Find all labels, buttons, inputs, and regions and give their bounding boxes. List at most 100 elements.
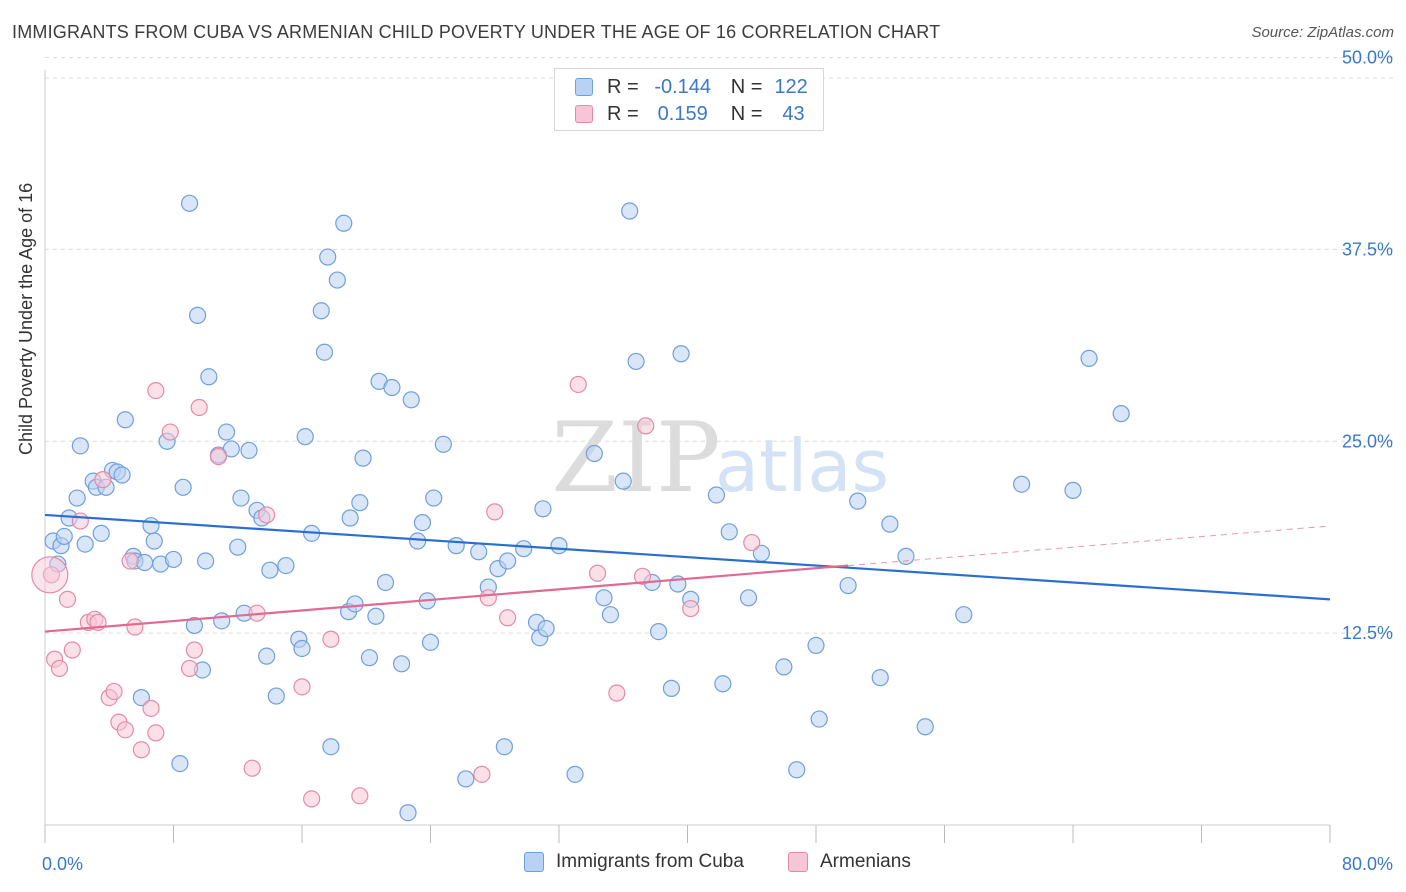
point-armenians — [126, 618, 144, 636]
point-cuba — [315, 343, 334, 361]
r-label: R = — [607, 75, 639, 98]
n-label: N = — [730, 75, 763, 98]
x-tick-label: 80.0% — [1342, 854, 1393, 874]
point-cuba — [229, 538, 247, 556]
point-cuba — [916, 718, 934, 736]
point-cuba — [267, 687, 285, 705]
point-cuba — [354, 449, 372, 467]
point-cuba — [585, 444, 603, 463]
r-value-armenians: 0.159 — [657, 102, 708, 125]
y-tick-labels: 12.5% 25.0% 37.5% 50.0% — [1342, 48, 1393, 644]
point-cuba — [92, 524, 110, 542]
point-cuba — [1012, 475, 1031, 493]
point-cuba — [707, 486, 726, 504]
point-armenians — [633, 567, 652, 585]
watermark-zip-text: ZIP — [551, 402, 720, 514]
n-value-cuba: 122 — [774, 75, 808, 98]
point-cuba — [55, 527, 73, 546]
point-cuba — [849, 492, 867, 510]
point-cuba — [232, 489, 250, 507]
legend-swatch-armenians — [575, 105, 593, 123]
point-armenians — [190, 398, 208, 417]
point-cuba — [409, 532, 427, 550]
point-cuba — [1080, 349, 1098, 367]
point-cuba — [788, 761, 806, 779]
point-cuba — [601, 606, 620, 624]
point-cuba — [871, 669, 889, 687]
point-cuba — [132, 688, 150, 707]
point-armenians — [258, 506, 276, 524]
point-armenians — [116, 721, 134, 739]
point-cuba — [240, 441, 258, 460]
point-cuba — [457, 770, 475, 788]
point-cuba — [470, 543, 488, 561]
point-cuba — [277, 556, 295, 575]
point-cuba — [174, 478, 192, 496]
point-cuba — [376, 573, 395, 592]
chart-title: IMMIGRANTS FROM CUBA VS ARMENIAN CHILD P… — [12, 22, 941, 42]
legend-row-cuba: R = -0.144 N = 122 — [575, 74, 808, 100]
point-cuba — [213, 612, 231, 630]
point-cuba — [434, 435, 452, 453]
point-cuba — [351, 494, 369, 512]
point-cuba — [185, 616, 203, 635]
point-armenians — [147, 724, 165, 742]
point-armenians — [142, 699, 160, 717]
grid-lines — [45, 57, 1395, 634]
point-cuba — [566, 765, 584, 783]
source-label: Source: ZipAtlas.com — [1251, 24, 1394, 41]
point-cuba — [71, 437, 89, 455]
point-armenians — [473, 765, 491, 783]
point-cuba — [188, 306, 207, 324]
r-label: R = — [607, 102, 639, 125]
point-cuba — [222, 440, 240, 458]
legend-swatch-cuba — [524, 852, 544, 872]
point-cuba — [402, 391, 420, 409]
point-cuba — [515, 540, 533, 558]
y-tick-label: 25.0% — [1342, 431, 1393, 451]
point-cuba — [714, 675, 732, 693]
point-cuba — [534, 500, 552, 518]
point-cuba — [421, 633, 440, 651]
point-armenians — [132, 741, 150, 759]
legend-swatch-cuba — [575, 78, 593, 96]
point-cuba — [537, 619, 555, 638]
point-cuba — [662, 679, 681, 697]
point-cuba — [322, 738, 340, 756]
point-cuba — [1064, 481, 1082, 499]
n-value-armenians: 43 — [782, 102, 805, 125]
point-cuba — [293, 639, 311, 658]
point-armenians — [105, 682, 123, 701]
point-cuba — [142, 517, 160, 535]
point-cuba — [447, 537, 465, 555]
legend-swatch-armenians — [788, 852, 808, 872]
point-armenians — [63, 641, 81, 659]
point-cuba — [346, 595, 364, 613]
point-armenians — [42, 566, 61, 584]
trend-lines — [44, 513, 1331, 633]
point-cuba — [413, 514, 432, 532]
point-cuba — [164, 550, 183, 569]
legend-item-cuba: Immigrants from Cuba — [524, 851, 744, 873]
point-cuba — [319, 248, 337, 266]
point-cuba — [296, 428, 314, 446]
point-armenians — [121, 552, 139, 570]
point-cuba — [200, 368, 218, 386]
y-tick-label: 37.5% — [1342, 239, 1393, 259]
point-cuba — [392, 655, 411, 673]
point-cuba — [341, 509, 359, 527]
point-cuba — [627, 352, 645, 371]
point-cuba — [720, 523, 738, 541]
point-armenians — [486, 503, 504, 521]
point-cuba — [499, 552, 517, 570]
point-armenians — [58, 590, 77, 608]
y-tick-label: 50.0% — [1342, 48, 1393, 68]
point-armenians — [499, 609, 517, 627]
point-cuba — [495, 738, 513, 756]
point-cuba — [425, 489, 443, 507]
point-cuba — [614, 472, 632, 490]
point-armenians — [161, 423, 179, 441]
correlation-legend: R = -0.144 N = 122 R = 0.159 N = 43 — [554, 68, 824, 131]
legend-item-armenians: Armenians — [788, 851, 911, 873]
